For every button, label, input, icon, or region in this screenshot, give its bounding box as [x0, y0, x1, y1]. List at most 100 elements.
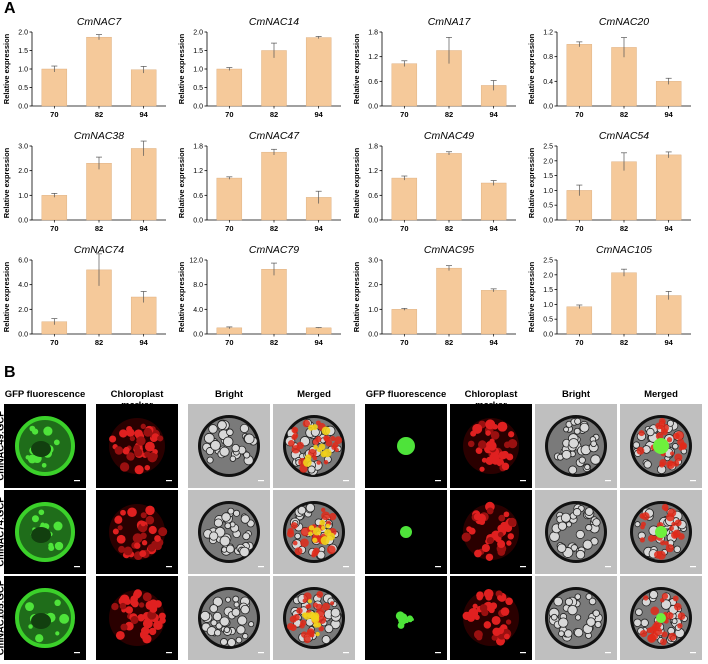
x-tick-label: 94: [664, 224, 673, 233]
gfp-rim: [15, 416, 75, 476]
chloroplast: [492, 423, 498, 430]
column-header: Merged: [297, 389, 331, 400]
chloroplast: [125, 606, 133, 614]
micrograph-cell: [535, 576, 617, 660]
organelle: [297, 506, 307, 515]
chloroplast: [134, 429, 143, 438]
column-header: GFP fluorescence: [4, 389, 86, 400]
gfp-dark-region: [31, 527, 51, 543]
panel-label-a: A: [4, 0, 16, 17]
x-tick-label: 94: [314, 338, 323, 347]
organelle: [210, 440, 221, 451]
merged-green-nucleus: [656, 613, 666, 623]
y-tick-label: 1.5: [193, 48, 203, 55]
organelle: [573, 427, 581, 435]
chloroplast: [122, 447, 130, 455]
chloroplast: [134, 448, 143, 457]
chloroplast: [147, 452, 158, 463]
chart-title: CmNAC20: [599, 16, 649, 28]
gfp-rim: [15, 588, 75, 648]
bar: [655, 154, 682, 221]
micrograph: [450, 490, 532, 574]
micrograph-cell: [273, 576, 355, 660]
merged-red: [664, 540, 669, 546]
scale-bar: [435, 652, 441, 654]
scale-bar: [166, 566, 172, 568]
chloroplast: [132, 533, 143, 544]
merged-red: [334, 436, 343, 445]
x-tick-label: 94: [314, 110, 323, 119]
chloroplast: [508, 431, 515, 438]
chloroplast: [506, 453, 513, 460]
organelle: [235, 636, 243, 644]
organelle: [553, 596, 563, 607]
organelle: [212, 612, 222, 622]
merged-red: [315, 420, 321, 426]
gfp-rim: [15, 502, 75, 562]
bar: [480, 182, 507, 221]
bar: [391, 177, 418, 221]
organelle: [640, 618, 649, 627]
merged-red: [311, 552, 316, 558]
y-tick-label: 1.8: [368, 30, 378, 37]
y-tick-label: 1.0: [543, 302, 553, 309]
x-tick-label: 70: [575, 224, 583, 233]
scale-bar: [258, 566, 264, 568]
merged-red: [673, 460, 680, 467]
merged-red: [302, 419, 311, 428]
chloroplast: [481, 543, 490, 553]
scale-bar: [690, 480, 696, 482]
chloroplast: [497, 531, 504, 538]
merged-red: [300, 619, 307, 627]
chloroplast: [129, 435, 136, 442]
merged-red: [677, 623, 683, 629]
merged-red: [325, 439, 333, 447]
merged-red: [290, 522, 298, 530]
x-tick-label: 70: [225, 338, 233, 347]
scale-bar: [74, 480, 80, 482]
organelle: [233, 509, 241, 517]
y-tick-label: 0.0: [193, 218, 203, 225]
gfp-spot: [31, 515, 39, 523]
organelle: [586, 617, 596, 627]
micrograph: [535, 490, 617, 574]
merged-red: [669, 525, 674, 531]
organelle: [575, 549, 586, 560]
scale-bar: [74, 652, 80, 654]
y-tick-label: 0.8: [543, 54, 553, 61]
gfp-spot: [41, 462, 47, 468]
x-tick-label: 82: [620, 338, 628, 347]
micrograph-cell: [273, 490, 355, 574]
organelle: [225, 596, 232, 603]
organelle: [236, 625, 246, 635]
organelle: [231, 608, 241, 617]
x-tick-label: 70: [400, 338, 408, 347]
scale-bar: [520, 480, 526, 482]
chloroplast: [144, 441, 155, 452]
organelle: [232, 595, 240, 603]
y-tick-label: 0.5: [543, 203, 553, 210]
merged-red: [666, 513, 675, 522]
merged-red: [663, 506, 669, 512]
x-tick-label: 94: [139, 110, 148, 119]
chloroplast: [461, 532, 471, 542]
chart-title: CmNAC54: [599, 130, 649, 142]
organelle: [634, 521, 641, 528]
organelle: [221, 512, 231, 522]
bar: [655, 81, 682, 107]
chloroplast: [505, 597, 513, 606]
column-header: GFP fluorescence: [365, 389, 447, 400]
x-tick-label: 82: [95, 338, 103, 347]
x-tick-label: 94: [489, 110, 498, 119]
merged-yellow: [307, 599, 313, 604]
merged-red: [660, 638, 667, 646]
micrograph: [273, 404, 355, 488]
chloroplast: [507, 517, 517, 527]
y-tick-label: 1.0: [18, 193, 28, 200]
merged-red: [666, 437, 673, 443]
column-header: Merged: [644, 389, 678, 400]
chloroplast: [118, 545, 126, 553]
organelle: [585, 524, 593, 532]
chart-title: CmNAC95: [424, 244, 474, 256]
bar: [130, 69, 157, 107]
